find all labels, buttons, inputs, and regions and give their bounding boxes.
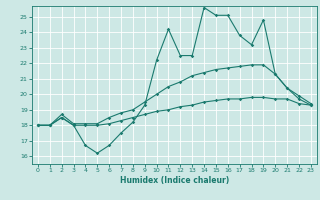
X-axis label: Humidex (Indice chaleur): Humidex (Indice chaleur) <box>120 176 229 185</box>
